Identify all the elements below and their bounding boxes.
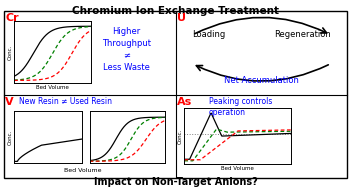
- Text: Regeneration: Regeneration: [274, 30, 331, 40]
- Text: New Resin ≠ Used Resin: New Resin ≠ Used Resin: [19, 97, 112, 106]
- Y-axis label: Conc.: Conc.: [178, 128, 183, 144]
- Text: Peaking controls
operation: Peaking controls operation: [209, 97, 272, 117]
- Text: Net Accumulation: Net Accumulation: [224, 76, 299, 84]
- Text: As: As: [177, 97, 192, 107]
- Text: Chromium Ion Exchange Treatment: Chromium Ion Exchange Treatment: [72, 6, 279, 16]
- Y-axis label: Conc.: Conc.: [8, 129, 13, 145]
- X-axis label: Bed Volume: Bed Volume: [221, 166, 254, 171]
- Text: U: U: [177, 13, 186, 23]
- Text: Impact on Non-Target Anions?: Impact on Non-Target Anions?: [94, 177, 257, 187]
- Text: Bed Volume: Bed Volume: [64, 168, 101, 173]
- X-axis label: Bed Volume: Bed Volume: [36, 84, 69, 90]
- Text: Loading: Loading: [192, 30, 225, 40]
- Text: V: V: [5, 97, 14, 107]
- Y-axis label: Conc.: Conc.: [8, 44, 13, 60]
- Text: Higher
Throughput
≠
Less Waste: Higher Throughput ≠ Less Waste: [102, 27, 151, 72]
- Text: Cr: Cr: [5, 13, 19, 23]
